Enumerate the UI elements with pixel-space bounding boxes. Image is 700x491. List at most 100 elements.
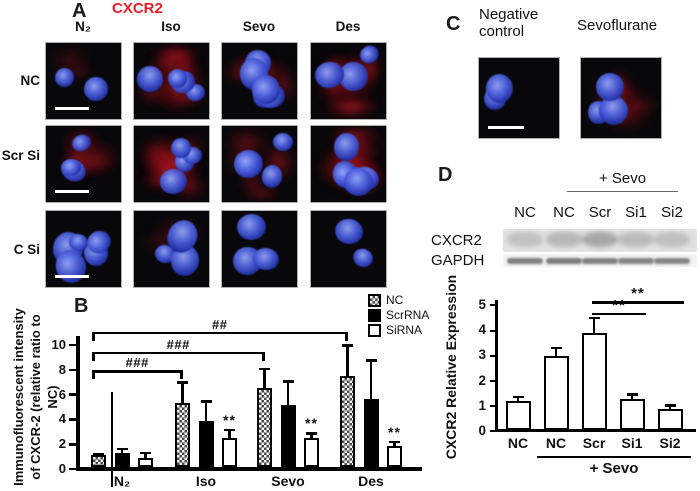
error-bar-cap bbox=[140, 451, 151, 454]
error-bar-cap bbox=[93, 452, 104, 456]
cell-nucleus bbox=[236, 213, 267, 241]
panel-a-row-label: Scr Si bbox=[1, 148, 40, 163]
error-bar-cap bbox=[116, 447, 128, 451]
legend-item-nc: NC bbox=[368, 293, 403, 307]
chart-d-x-tick-label: NC bbox=[545, 435, 567, 451]
chart-d-x-tick-label: NC bbox=[507, 435, 529, 451]
chart-d-x-tick-label: Si2 bbox=[659, 435, 681, 451]
cell-nucleus bbox=[349, 245, 376, 272]
error-bar-stem bbox=[555, 346, 557, 358]
bar-si1-4 bbox=[619, 398, 645, 430]
chart-d-y-tick bbox=[489, 354, 496, 357]
error-bar-cap bbox=[342, 344, 353, 347]
chart-d-y-tick bbox=[489, 405, 496, 408]
error-bar-cap bbox=[224, 428, 235, 432]
significance-bracket-line bbox=[92, 351, 265, 355]
chart-b-y-tick bbox=[69, 467, 76, 471]
error-bar-cap bbox=[259, 367, 270, 371]
error-bar-stem bbox=[593, 316, 595, 335]
significance-bracket-cap bbox=[92, 351, 95, 361]
micrograph bbox=[221, 42, 298, 120]
blot-lane-label: Scr bbox=[588, 204, 612, 221]
error-bar-stem bbox=[669, 404, 671, 411]
panel-a-label: A bbox=[72, 0, 87, 22]
bar-nc-4 bbox=[340, 376, 355, 467]
condition-sevoflurane: Sevoflurane bbox=[577, 17, 658, 34]
legend-item-sirna: SiRNA bbox=[368, 323, 422, 337]
scale-bar bbox=[55, 275, 89, 278]
error-bar-cap bbox=[282, 380, 294, 383]
chart-b-x-tick-label: Des bbox=[358, 473, 384, 489]
blot-band-gapdh bbox=[582, 258, 618, 264]
micrograph bbox=[310, 42, 387, 120]
micrograph bbox=[133, 42, 210, 120]
chart-b-x-axis bbox=[76, 467, 422, 471]
bar-nc-2 bbox=[543, 355, 569, 430]
panel-a-title: CXCR2 bbox=[112, 0, 163, 17]
chart-b-y-tick bbox=[69, 443, 76, 446]
chart-d-y-tick bbox=[489, 304, 496, 307]
error-bar-cap bbox=[389, 440, 400, 444]
bar-scrrna-3 bbox=[280, 405, 296, 467]
blot-treatment-header: + Sevo bbox=[598, 170, 647, 187]
blot-row-label-cxcr2: CXCR2 bbox=[431, 232, 482, 249]
scale-bar bbox=[488, 126, 524, 129]
micrograph bbox=[310, 125, 387, 203]
chart-b-y-tick bbox=[69, 393, 76, 396]
error-bar-stem bbox=[228, 428, 231, 441]
chart-b-y-tick-label: 6 bbox=[58, 386, 66, 402]
chart-b-divider-line bbox=[111, 392, 113, 487]
significance-bracket-label: ## bbox=[212, 316, 228, 332]
significance-bracket-cap bbox=[92, 370, 95, 380]
panel-a-column-header: Iso bbox=[161, 19, 181, 34]
error-bar-cap bbox=[550, 346, 562, 350]
bar-si2-5 bbox=[657, 408, 683, 430]
significance-stars: ** bbox=[388, 423, 401, 440]
chart-d-x-tick-label: Si1 bbox=[621, 435, 643, 451]
significance-bracket-line bbox=[92, 331, 348, 335]
chart-b-y-axis bbox=[76, 336, 80, 471]
significance-bracket-line bbox=[92, 370, 183, 373]
bar-scrrna-4 bbox=[363, 398, 379, 467]
condition-negative-control: Negative control bbox=[479, 6, 539, 40]
micrograph-sevoflurane bbox=[580, 57, 662, 139]
blot-lane-label: NC bbox=[514, 204, 536, 221]
panel-c-label: C bbox=[446, 13, 461, 35]
legend-item-scrrna: ScrRNA bbox=[368, 308, 429, 322]
chart-d-group-label: + Sevo bbox=[589, 460, 639, 477]
scale-bar bbox=[55, 190, 89, 193]
bar-scrrna-1 bbox=[114, 452, 130, 467]
micrograph bbox=[133, 210, 210, 288]
error-bar-stem bbox=[144, 451, 147, 460]
error-bar-cap bbox=[365, 359, 377, 362]
micrograph bbox=[221, 125, 298, 203]
chart-b-x-tick-label: Iso bbox=[195, 473, 217, 489]
bar-nc-3 bbox=[257, 387, 272, 467]
chart-b-y-tick bbox=[69, 418, 76, 421]
chart-d-y-tick bbox=[489, 430, 496, 433]
bar-sirna-1 bbox=[138, 457, 153, 467]
chart-b-y-tick-label: 0 bbox=[58, 461, 66, 476]
error-bar-cap bbox=[177, 381, 188, 384]
error-bar-stem bbox=[181, 381, 184, 405]
legend-swatch-black bbox=[368, 308, 381, 322]
error-bar-cap bbox=[588, 316, 600, 320]
significance-bracket-line bbox=[592, 301, 684, 304]
significance-stars: ** bbox=[305, 415, 318, 432]
chart-d-y-tick-label: 1 bbox=[478, 397, 486, 413]
panel-a-column-header: Sevo bbox=[242, 19, 276, 34]
panel-a-row-label: C Si bbox=[13, 242, 40, 257]
legend-swatch-white bbox=[368, 323, 381, 337]
panel-d-label: D bbox=[438, 164, 453, 186]
red-stain-blob bbox=[241, 184, 282, 202]
cell-nucleus bbox=[332, 216, 366, 248]
chart-b-y-tick bbox=[69, 343, 76, 347]
error-bar-stem bbox=[310, 432, 313, 441]
error-bar-cap bbox=[626, 393, 638, 396]
error-bar-stem bbox=[346, 344, 349, 379]
blot-lane-label: Si2 bbox=[661, 204, 683, 221]
chart-d-y-tick-label: 0 bbox=[478, 423, 486, 438]
chart-d-x-tick-label: Scr bbox=[582, 435, 606, 451]
error-bar-cap bbox=[200, 400, 212, 403]
red-stain-blob bbox=[323, 95, 381, 115]
